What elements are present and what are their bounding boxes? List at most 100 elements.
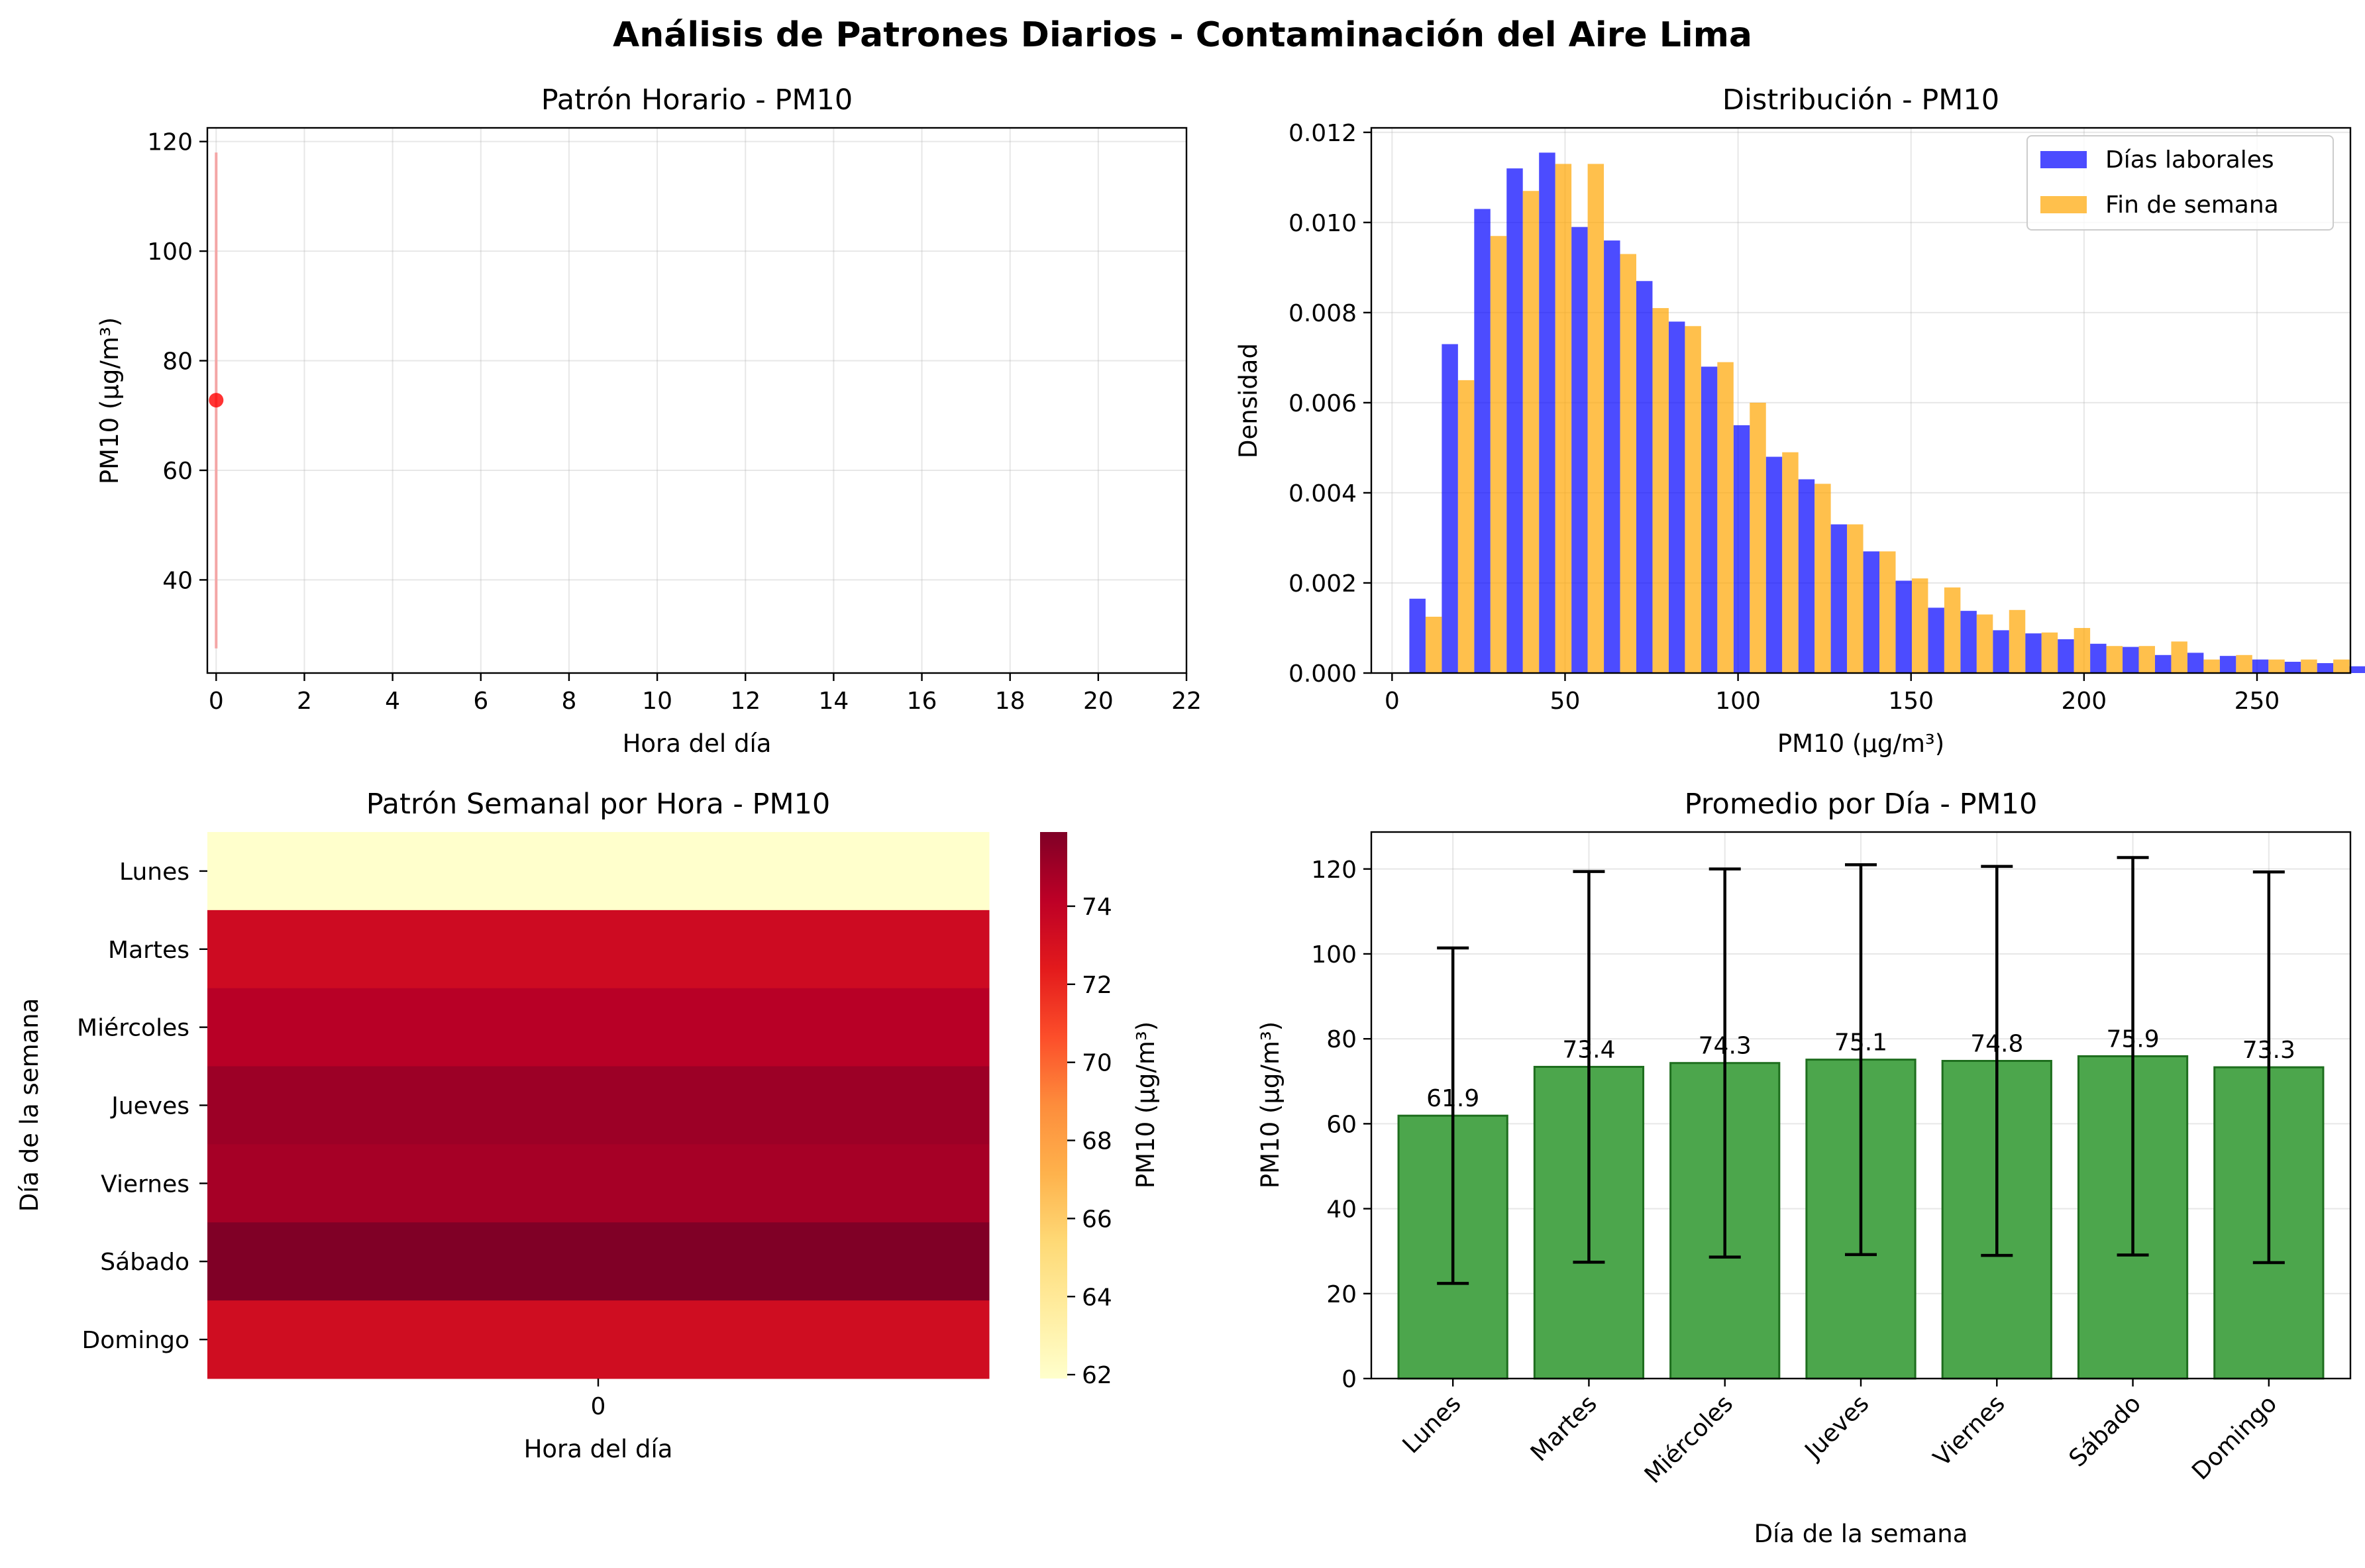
heatmap-cell: [207, 988, 990, 1067]
distribution-xtick-label: 200: [2061, 688, 2107, 715]
distribution-bars: [1409, 152, 2365, 674]
heatmap-cell: [207, 1222, 990, 1301]
daily-value-label: 74.8: [1970, 1031, 2023, 1058]
hourly-xtick-label: 22: [1171, 688, 1202, 715]
colorbar: [1040, 832, 1067, 1379]
distribution-bar: [1701, 366, 1718, 673]
hourly-xlabel: Hora del día: [623, 729, 772, 758]
colorbar-tick-label: 74: [1082, 894, 1112, 921]
distribution-bar: [2268, 659, 2285, 673]
distribution-bar: [1944, 587, 1961, 673]
hourly-xtick-label: 0: [209, 688, 224, 715]
distribution-bar: [1506, 168, 1523, 674]
distribution-bar: [1765, 456, 1783, 673]
heatmap-yticks: Lunes Martes Miércoles Jueves Viernes Sábado D…: [77, 859, 207, 1354]
distribution-bar: [1733, 425, 1750, 673]
distribution-bar: [2187, 653, 2204, 673]
hourly-xticks: 0 2 4 6 8 10 12 14 16 18 20 22: [209, 673, 1202, 715]
daily-value-label: 73.3: [2242, 1037, 2295, 1064]
distribution-bar: [1571, 227, 1588, 673]
distribution-bar: [2090, 643, 2107, 673]
distribution-bar: [1555, 164, 1572, 674]
distribution-ytick-label: 0.012: [1288, 120, 1357, 147]
distribution-ytick-label: 0.006: [1288, 390, 1357, 417]
distribution-bar: [2252, 659, 2269, 673]
daily-title: Promedio por Día - PM10: [1685, 788, 2038, 821]
hourly-plot-frame: [206, 127, 1188, 674]
colorbar-tick-label: 62: [1082, 1362, 1112, 1389]
daily-value-label: 75.9: [2106, 1025, 2159, 1053]
colorbar-tick-label: 68: [1082, 1128, 1112, 1155]
heatmap-ytick-label: Viernes: [101, 1171, 189, 1198]
distribution-bar: [1750, 402, 1766, 673]
hourly-ytick-label: 80: [162, 348, 193, 376]
figure-suptitle: Análisis de Patrones Diarios - Contamina…: [613, 15, 1752, 55]
hourly-ytick-label: 100: [147, 238, 193, 266]
distribution-bar: [2058, 639, 2074, 673]
daily-ytick-label: 20: [1326, 1281, 1357, 1308]
heatmap-xlabel: Hora del día: [524, 1435, 673, 1463]
distribution-bar: [1620, 254, 1637, 673]
daily-xlabel: Día de la semana: [1754, 1520, 1968, 1548]
hourly-xtick-label: 18: [995, 688, 1025, 715]
distribution-bar: [1847, 524, 1864, 673]
legend-label-fin-de-semana: Fin de semana: [2105, 191, 2279, 219]
distribution-bar: [2284, 661, 2301, 673]
hourly-xtick-label: 8: [561, 688, 576, 715]
hourly-ytick-label: 40: [162, 567, 193, 594]
distribution-xticks: 0 50 100 150 200 250: [1385, 673, 2280, 715]
distribution-ytick-label: 0.004: [1288, 480, 1357, 507]
heatmap-cell: [207, 910, 990, 989]
daily-ytick-label: 0: [1341, 1366, 1357, 1393]
daily-ylabel: PM10 (µg/m³): [1256, 1021, 1285, 1188]
hourly-title: Patrón Horario - PM10: [541, 83, 853, 117]
colorbar-tick-label: 66: [1082, 1206, 1112, 1233]
distribution-bar: [1522, 191, 1540, 673]
heatmap-ytick-label: Lunes: [119, 859, 189, 886]
heatmap-cell: [207, 1144, 990, 1223]
distribution-ytick-label: 0.002: [1288, 570, 1357, 598]
distribution-bar: [2301, 659, 2317, 673]
distribution-bar: [1960, 611, 1977, 673]
daily-ytick-label: 40: [1326, 1196, 1357, 1224]
distribution-bar: [2074, 627, 2091, 673]
distribution-bar: [1457, 380, 1475, 673]
distribution-yticks: 0.000 0.002 0.004 0.006 0.008 0.010 0.012: [1288, 120, 1371, 688]
distribution-bar: [1442, 344, 1458, 673]
distribution-xtick-label: 50: [1550, 688, 1581, 715]
distribution-xtick-label: 0: [1385, 688, 1400, 715]
daily-xtick-label: Jueves: [1799, 1390, 1875, 1465]
colorbar-tick-label: 70: [1082, 1050, 1112, 1077]
distribution-bar: [2317, 663, 2334, 673]
distribution-bar: [1474, 209, 1491, 673]
distribution-xtick-label: 100: [1715, 688, 1761, 715]
heatmap-ytick-label: Domingo: [81, 1327, 189, 1354]
daily-value-label: 61.9: [1426, 1085, 1479, 1112]
hourly-xtick-label: 10: [642, 688, 672, 715]
distribution-bar: [1652, 308, 1669, 673]
daily-ytick-label: 80: [1326, 1026, 1357, 1053]
distribution-bar: [2171, 641, 2187, 673]
distribution-bar: [1604, 240, 1620, 673]
distribution-xtick-label: 150: [1888, 688, 1934, 715]
hourly-grid: [207, 128, 1187, 673]
distribution-title: Distribución - PM10: [1722, 83, 1999, 117]
daily-xtick-label: Sábado: [2064, 1390, 2146, 1472]
daily-xtick-label: Miércoles: [1640, 1390, 1738, 1489]
hourly-point: [209, 393, 224, 408]
distribution-plot-frame: [1370, 127, 2352, 674]
heatmap-title: Patrón Semanal por Hora - PM10: [366, 788, 831, 821]
distribution-bar: [2154, 654, 2172, 673]
heatmap-xtick-label: 0: [591, 1393, 606, 1420]
hourly-ytick-label: 60: [162, 458, 193, 485]
distribution-bar: [1798, 479, 1815, 673]
heatmap-cells: [207, 832, 990, 1379]
distribution-bar: [1782, 452, 1799, 673]
distribution-bar: [1993, 630, 2009, 673]
distribution-bar: [1685, 326, 1701, 674]
daily-bars: 61.9 73.4 74.3 75.1 74.8 75.9 73.3: [1397, 856, 2325, 1380]
hourly-ylabel: PM10 (µg/m³): [95, 317, 124, 484]
heatmap-ytick-label: Jueves: [110, 1093, 189, 1120]
distribution-bar: [1911, 578, 1928, 673]
distribution-bar: [1409, 598, 1426, 673]
